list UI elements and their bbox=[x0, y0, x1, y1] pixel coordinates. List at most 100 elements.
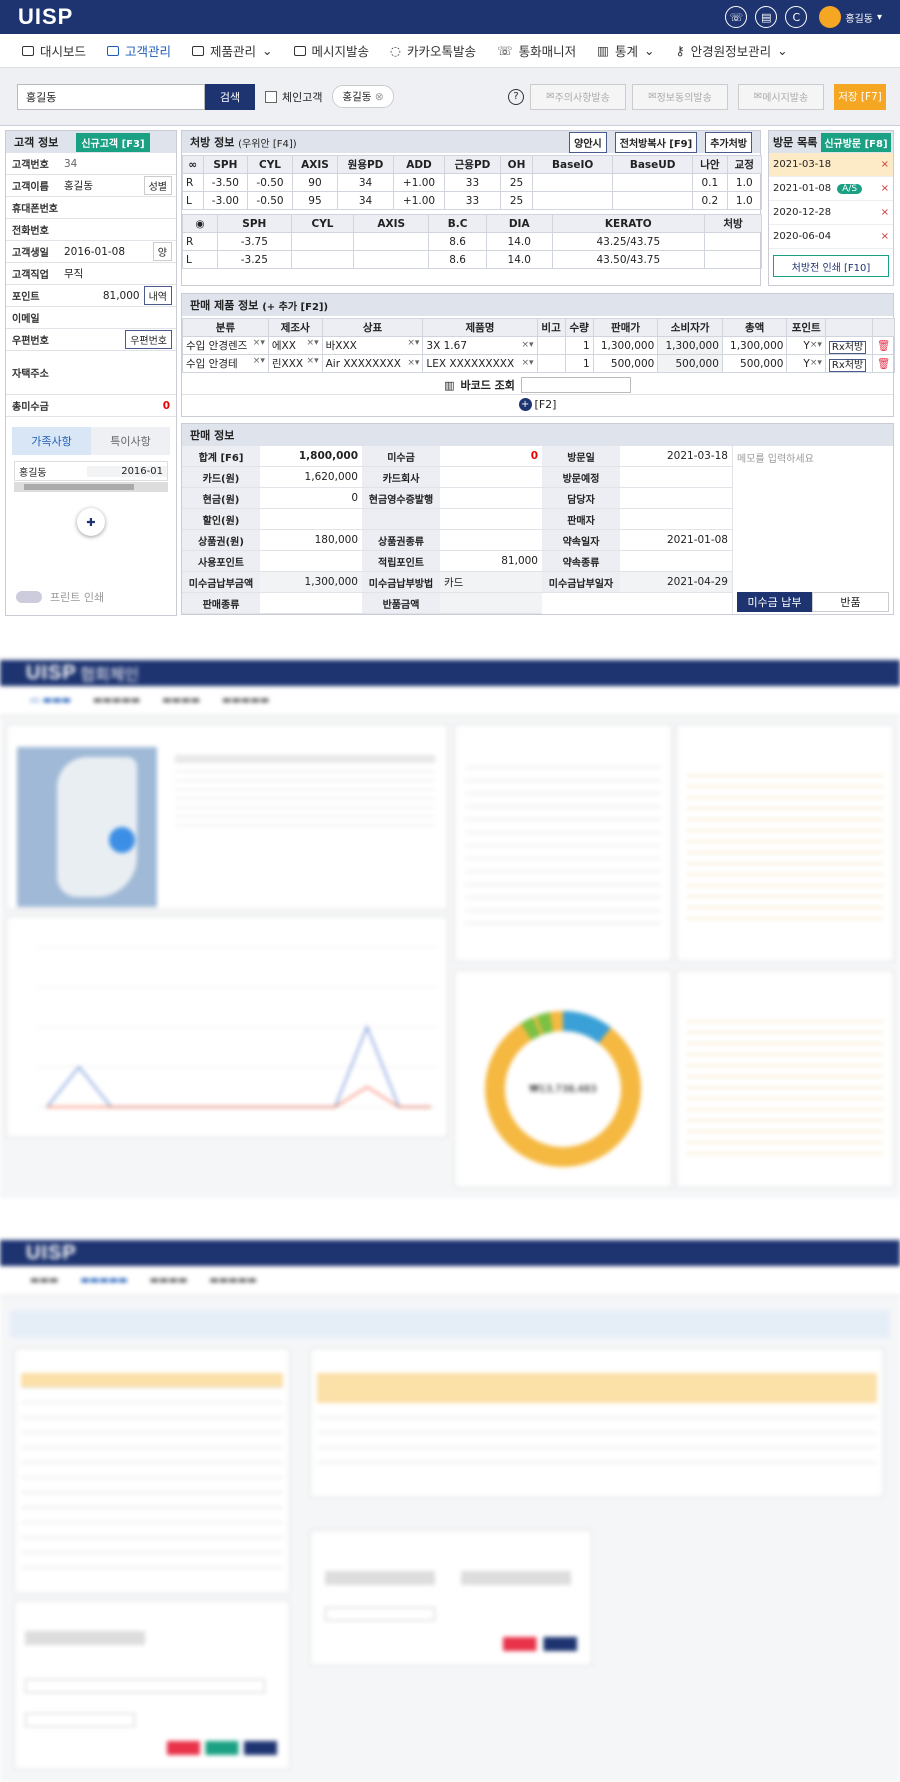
add-product-link[interactable]: (+ 추가 [F2]) bbox=[262, 301, 329, 313]
tab-family[interactable]: 가족사항 bbox=[12, 427, 91, 455]
field-value[interactable]: 홍길동 bbox=[64, 180, 93, 192]
pay-outstanding-button[interactable]: 미수금 납부 bbox=[737, 592, 812, 612]
print-rx-button[interactable]: 처방전 인쇄 [F10] bbox=[773, 255, 889, 277]
consent-send-button[interactable]: ✉ 정보동의발송 bbox=[632, 83, 728, 110]
lens-cell[interactable]: 14.0 bbox=[485, 232, 553, 251]
sales-value[interactable]: 0 bbox=[530, 450, 538, 462]
trash-icon[interactable]: 🗑 bbox=[872, 354, 895, 373]
trash-icon[interactable]: 🗑 bbox=[872, 336, 895, 355]
lens-cell[interactable] bbox=[290, 232, 355, 251]
product-cell[interactable]: 수입 안경렌즈 ×▾ bbox=[182, 336, 269, 355]
search-input[interactable]: 홍길동 bbox=[17, 83, 205, 110]
clear-dropdown-icon[interactable]: ×▾ bbox=[407, 357, 420, 368]
product-cell[interactable]: 린XXX ×▾ bbox=[267, 354, 323, 373]
binocular-button[interactable]: 양안시 bbox=[569, 131, 607, 153]
nav-products[interactable]: 제품관리 ⌄ bbox=[192, 41, 273, 60]
family-row[interactable]: 홍길동 2016-01 bbox=[14, 461, 168, 481]
user-menu[interactable]: 홍길동 ▾ bbox=[819, 6, 882, 28]
rx-cell[interactable]: 90 bbox=[291, 173, 339, 192]
search-button[interactable]: 검색 bbox=[205, 83, 255, 110]
rx-cell[interactable]: 1.0 bbox=[726, 191, 763, 210]
clear-dropdown-icon[interactable]: ×▾ bbox=[306, 338, 319, 348]
rx-cell[interactable]: +1.00 bbox=[392, 173, 446, 192]
lens-cell[interactable]: 8.6 bbox=[428, 250, 487, 269]
add-rx-button[interactable]: 추가처방 bbox=[705, 131, 752, 153]
product-cell[interactable]: 바XXX ×▾ bbox=[321, 336, 424, 355]
kakao-icon[interactable]: C bbox=[785, 6, 808, 28]
lens-cell[interactable] bbox=[704, 232, 762, 251]
lens-cell[interactable]: 43.25/43.75 bbox=[551, 232, 706, 251]
rx-cell[interactable]: 1.0 bbox=[726, 173, 763, 192]
rx-cell[interactable]: +1.00 bbox=[392, 191, 446, 210]
delete-visit-icon[interactable]: × bbox=[880, 159, 889, 170]
product-cell[interactable]: 1 bbox=[564, 336, 594, 355]
field-button[interactable]: 내역 bbox=[143, 286, 172, 305]
clear-dropdown-icon[interactable]: ×▾ bbox=[521, 357, 534, 368]
nav-kakao[interactable]: ◌ 카카오톡발송 bbox=[390, 43, 476, 59]
toggle-switch[interactable] bbox=[16, 591, 42, 603]
field-button[interactable]: 우편번호 bbox=[125, 330, 172, 349]
visit-item[interactable]: 2020-12-28 × bbox=[769, 201, 893, 225]
lens-cell[interactable]: 8.6 bbox=[428, 232, 487, 251]
rx-prescription-button[interactable]: Rx처방 bbox=[828, 359, 867, 372]
new-customer-button[interactable]: 신규고객 [F3] bbox=[76, 132, 150, 152]
product-cell[interactable] bbox=[536, 336, 566, 355]
sales-value[interactable]: 0 bbox=[351, 492, 358, 504]
sales-value[interactable]: 1,300,000 bbox=[260, 572, 362, 592]
add-product-row[interactable]: + [F2] bbox=[182, 394, 893, 414]
delete-visit-icon[interactable]: × bbox=[880, 207, 889, 218]
sales-value[interactable]: 180,000 bbox=[314, 534, 358, 546]
product-cell[interactable]: 에XX ×▾ bbox=[267, 336, 323, 355]
lens-cell[interactable]: -3.25 bbox=[216, 250, 292, 269]
rx-cell[interactable]: 25 bbox=[499, 191, 534, 210]
rx-cell[interactable]: 0.1 bbox=[692, 173, 728, 192]
memo-area[interactable]: 메모를 입력하세요 미수금 납부 반품 bbox=[732, 446, 893, 614]
sales-value[interactable]: 2021-03-18 bbox=[666, 450, 728, 462]
product-cell[interactable]: Y ×▾ bbox=[786, 354, 826, 373]
chain-customer-checkbox[interactable]: 체인고객 bbox=[265, 89, 322, 105]
clear-dropdown-icon[interactable]: ×▾ bbox=[252, 356, 265, 366]
clear-dropdown-icon[interactable]: ×▾ bbox=[306, 356, 319, 366]
field-value[interactable]: 무직 bbox=[64, 268, 84, 280]
rx-cell[interactable] bbox=[532, 191, 614, 210]
lens-cell[interactable] bbox=[290, 250, 355, 269]
horizontal-scrollbar[interactable] bbox=[14, 482, 168, 492]
rx-cell[interactable]: 0.2 bbox=[692, 191, 728, 210]
clear-dropdown-icon[interactable]: ×▾ bbox=[809, 357, 822, 368]
close-icon[interactable]: ⊗ bbox=[374, 91, 384, 103]
add-family-icon[interactable]: ✚ bbox=[77, 508, 105, 536]
nav-call-manager[interactable]: ☏ 통화매니저 bbox=[496, 43, 577, 59]
return-button[interactable]: 반품 bbox=[812, 592, 889, 612]
rx-cell[interactable]: -3.50 bbox=[202, 173, 249, 192]
lens-cell[interactable]: 14.0 bbox=[485, 250, 553, 269]
field-value[interactable]: 0 bbox=[162, 399, 170, 412]
rx-cell[interactable]: 95 bbox=[291, 191, 339, 210]
search-chip[interactable]: 홍길동 ⊗ bbox=[332, 85, 394, 108]
print-toggle[interactable]: 프린트 인쇄 bbox=[16, 589, 104, 605]
product-cell[interactable]: 1,300,000 bbox=[592, 336, 659, 355]
rx-cell[interactable]: -0.50 bbox=[247, 191, 293, 210]
sales-value[interactable]: 81,000 bbox=[501, 555, 538, 567]
product-cell[interactable]: 수입 안경테 ×▾ bbox=[182, 354, 269, 373]
product-cell[interactable] bbox=[536, 354, 566, 373]
product-cell[interactable]: Y ×▾ bbox=[786, 336, 826, 355]
clear-dropdown-icon[interactable]: ×▾ bbox=[809, 339, 822, 350]
nav-messages[interactable]: 메시지발송 bbox=[293, 41, 369, 60]
visit-item[interactable]: 2021-03-18 × bbox=[769, 153, 893, 177]
product-cell[interactable]: 500,000 bbox=[721, 354, 788, 373]
checkbox-box[interactable] bbox=[265, 90, 277, 103]
tab-notes[interactable]: 특이사항 bbox=[110, 435, 151, 448]
product-cell[interactable]: 1,300,000 bbox=[721, 336, 788, 355]
rx-cell[interactable]: 33 bbox=[444, 191, 501, 210]
product-cell[interactable]: LEX XXXXXXXXX ×▾ bbox=[422, 354, 538, 373]
sales-value[interactable]: 2021-01-08 bbox=[666, 534, 728, 546]
rx-cell[interactable]: -0.50 bbox=[247, 173, 293, 192]
sales-value[interactable] bbox=[440, 593, 542, 613]
lens-cell[interactable]: -3.75 bbox=[216, 232, 292, 251]
rx-cell[interactable] bbox=[612, 173, 694, 192]
rx-cell[interactable]: -3.00 bbox=[202, 191, 249, 210]
delete-visit-icon[interactable]: × bbox=[880, 231, 889, 242]
nav-dashboard[interactable]: 대시보드 bbox=[22, 41, 86, 60]
lens-cell[interactable]: 43.50/43.75 bbox=[551, 250, 706, 269]
nav-customers[interactable]: 고객관리 bbox=[107, 41, 171, 60]
